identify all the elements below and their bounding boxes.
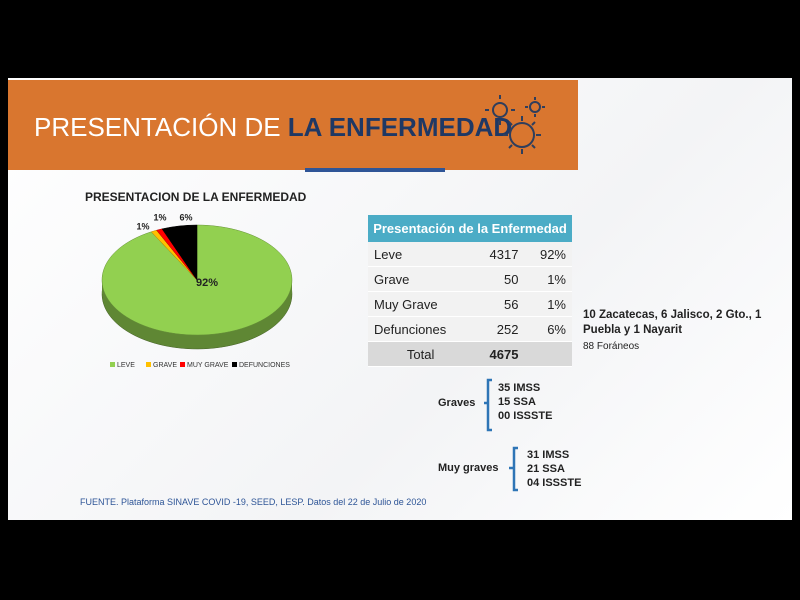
legend-label: GRAVE (153, 362, 177, 369)
note-states: 10 Zacatecas, 6 Jalisco, 2 Gto., 1 Puebl… (583, 309, 762, 336)
title-bold: LA ENFERMEDAD (287, 112, 513, 142)
legend-swatch (180, 362, 185, 367)
table-cell (524, 341, 572, 367)
table-cell: 4675 (473, 341, 525, 367)
table-row: Leve 4317 92% (368, 242, 572, 267)
brace (484, 378, 492, 432)
data-label: 1% (153, 212, 166, 222)
legend-swatch (110, 362, 115, 367)
table-cell: Muy Grave (368, 291, 474, 317)
virus-icon (485, 95, 545, 154)
chart-title: PRESENTACION DE LA ENFERMEDAD (85, 190, 307, 204)
title-light: PRESENTACIÓN DE (34, 112, 281, 142)
table-cell: Defunciones (368, 316, 474, 342)
group-label: Muy graves (438, 462, 499, 474)
group-item: 35 IMSS (498, 382, 540, 394)
table-cell: 1% (524, 266, 572, 292)
table-cell: 6% (524, 316, 572, 342)
table-cell: 4317 (473, 242, 525, 267)
legend-swatch (146, 362, 151, 367)
legend-label: MUY GRAVE (187, 362, 229, 369)
table: Presentación de la Enfermedad Leve 4317 92… (368, 215, 572, 367)
table-total-row: Total 4675 (368, 341, 572, 367)
table-row: Grave 50 1% (368, 266, 572, 292)
group-item: 21 SSA (527, 463, 565, 475)
table-cell: 92% (524, 242, 572, 267)
title-rule (305, 168, 445, 172)
note-foraneos: 88 Foráneos (583, 341, 640, 352)
header-bar (8, 80, 578, 170)
group-item: 15 SSA (498, 396, 536, 408)
table-cell: Total (368, 341, 474, 367)
source: FUENTE. Plataforma SINAVE COVID -19, SEE… (80, 497, 427, 507)
table-cell: 56 (473, 291, 525, 317)
pie-slice (161, 224, 198, 281)
slide-title: PRESENTACIÓN DE LA ENFERMEDAD (34, 112, 512, 143)
table-row: Muy Grave 56 1% (368, 291, 572, 317)
table-cell: 1% (524, 291, 572, 317)
group-item: 00 ISSSTE (498, 410, 552, 422)
legend-swatch (232, 362, 237, 367)
legend-label: DEFUNCIONES (239, 362, 290, 369)
group-item: 31 IMSS (527, 449, 569, 461)
data-label: 6% (179, 212, 192, 222)
table-header: Presentación de la Enfermedad (368, 215, 572, 242)
brace (509, 446, 518, 492)
table-cell: 50 (473, 266, 525, 292)
group-label: Graves (438, 397, 475, 409)
data-label: 1% (136, 221, 149, 231)
table-row: Defunciones 252 6% (368, 316, 572, 342)
group-item: 04 ISSSTE (527, 477, 581, 489)
table-cell: Leve (368, 242, 474, 267)
legend-label: LEVE (117, 362, 135, 369)
table-cell: Grave (368, 266, 474, 292)
table-cell: 252 (473, 316, 525, 342)
data-label: 92% (196, 277, 218, 289)
